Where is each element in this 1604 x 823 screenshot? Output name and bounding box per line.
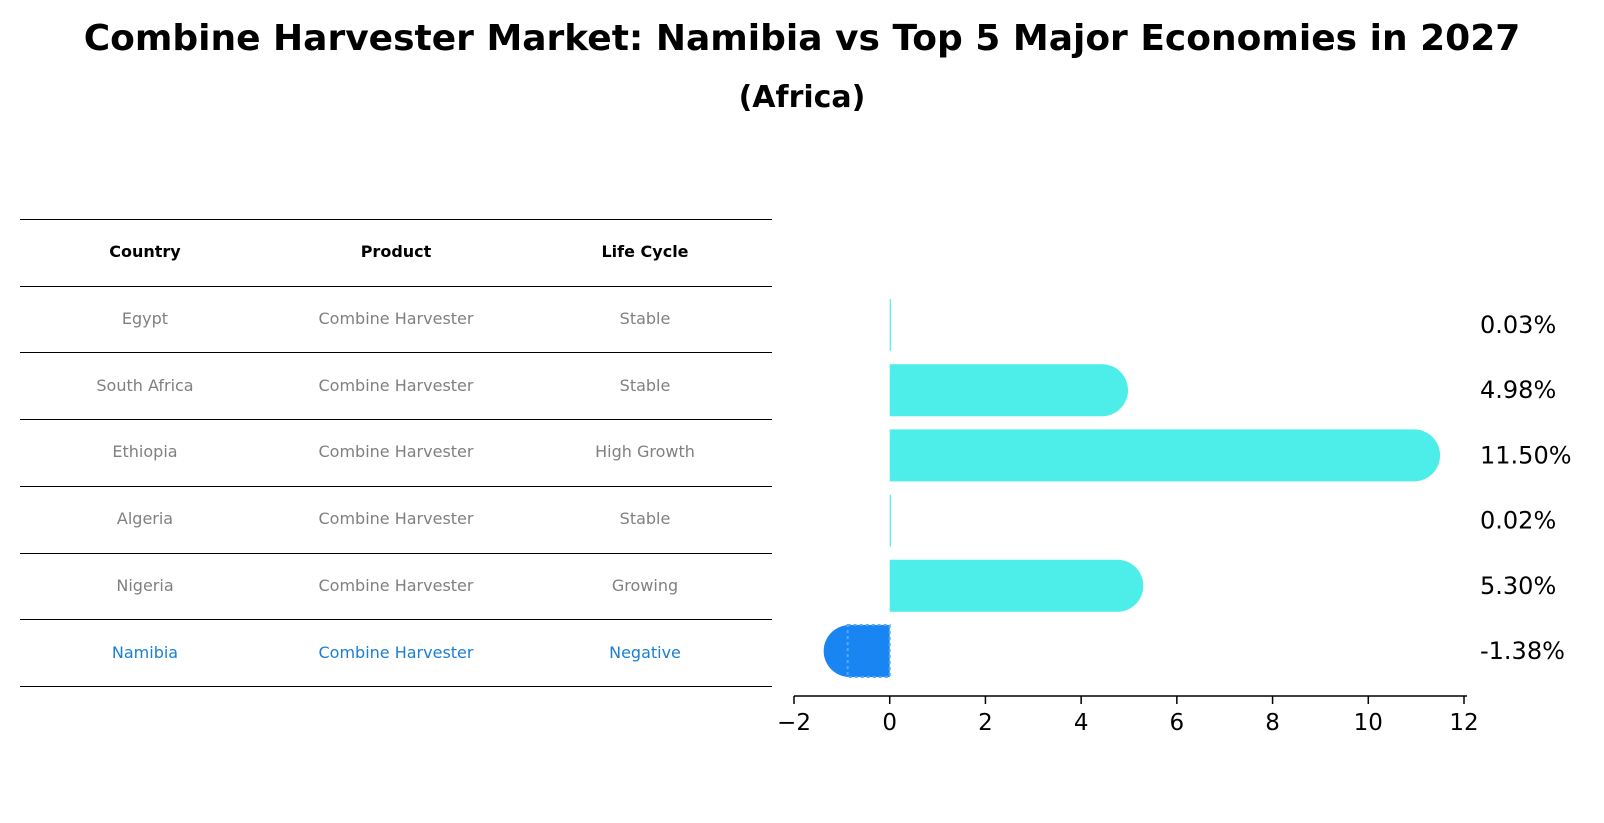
data-label: -1.38%: [1480, 637, 1565, 665]
highlight-bar-outline: [846, 624, 891, 678]
x-tick-label: −2: [777, 710, 811, 736]
table-header-cell: Life Cycle: [601, 242, 689, 262]
data-label: 0.02%: [1480, 507, 1556, 535]
table-rule: [20, 685, 772, 687]
x-tick-label: 6: [1170, 710, 1185, 736]
table-cell-life-cycle: Stable: [619, 509, 671, 529]
bar-algeria: [889, 494, 891, 547]
x-tick-label: 10: [1354, 710, 1383, 736]
x-tick-label: 4: [1074, 710, 1089, 736]
table-header-cell: Country: [109, 242, 181, 262]
table-cell-product: Combine Harvester: [318, 642, 474, 662]
table-rule: [20, 352, 772, 354]
table-rule: [20, 552, 772, 554]
data-label: 0.03%: [1480, 311, 1556, 339]
table-cell-life-cycle: High Growth: [595, 442, 695, 462]
table-cell-country: Egypt: [121, 309, 169, 329]
table-rule: [20, 285, 772, 287]
chart-subtitle: (Africa): [738, 80, 866, 115]
table-cell-product: Combine Harvester: [318, 575, 474, 595]
x-tick-label: 8: [1265, 710, 1280, 736]
table-cell-country: Algeria: [116, 509, 174, 529]
bar-namibia: [823, 625, 890, 677]
table-cell-product: Combine Harvester: [318, 509, 474, 529]
table-cell-country: Ethiopia: [112, 442, 178, 462]
table-cell-life-cycle: Negative: [609, 642, 681, 662]
table-cell-life-cycle: Stable: [619, 309, 671, 329]
table-cell-product: Combine Harvester: [318, 442, 474, 462]
table-header-cell: Product: [360, 242, 432, 262]
table-cell-country: South Africa: [96, 375, 194, 395]
table-rule: [20, 419, 772, 421]
bar-ethiopia: [889, 429, 1441, 482]
table-rule: [20, 619, 772, 621]
x-tick-label: 0: [882, 710, 897, 736]
x-tick-label: 2: [978, 710, 993, 736]
table-cell-product: Combine Harvester: [318, 309, 474, 329]
table-cell-life-cycle: Growing: [611, 575, 679, 595]
table-rule: [20, 485, 772, 487]
bar-south-africa: [889, 364, 1129, 417]
data-label: 5.30%: [1480, 572, 1556, 600]
table-cell-country: Namibia: [111, 642, 179, 662]
chart-title: Combine Harvester Market: Namibia vs Top…: [83, 18, 1521, 59]
bar-egypt: [889, 299, 891, 351]
table-cell-product: Combine Harvester: [318, 375, 474, 395]
table-cell-life-cycle: Stable: [619, 375, 671, 395]
data-label: 4.98%: [1480, 376, 1556, 404]
table-cell-country: Nigeria: [116, 575, 174, 595]
bar-nigeria: [889, 559, 1144, 612]
x-tick-label: 12: [1449, 710, 1478, 736]
data-label: 11.50%: [1480, 441, 1572, 469]
table-rule: [20, 219, 772, 220]
